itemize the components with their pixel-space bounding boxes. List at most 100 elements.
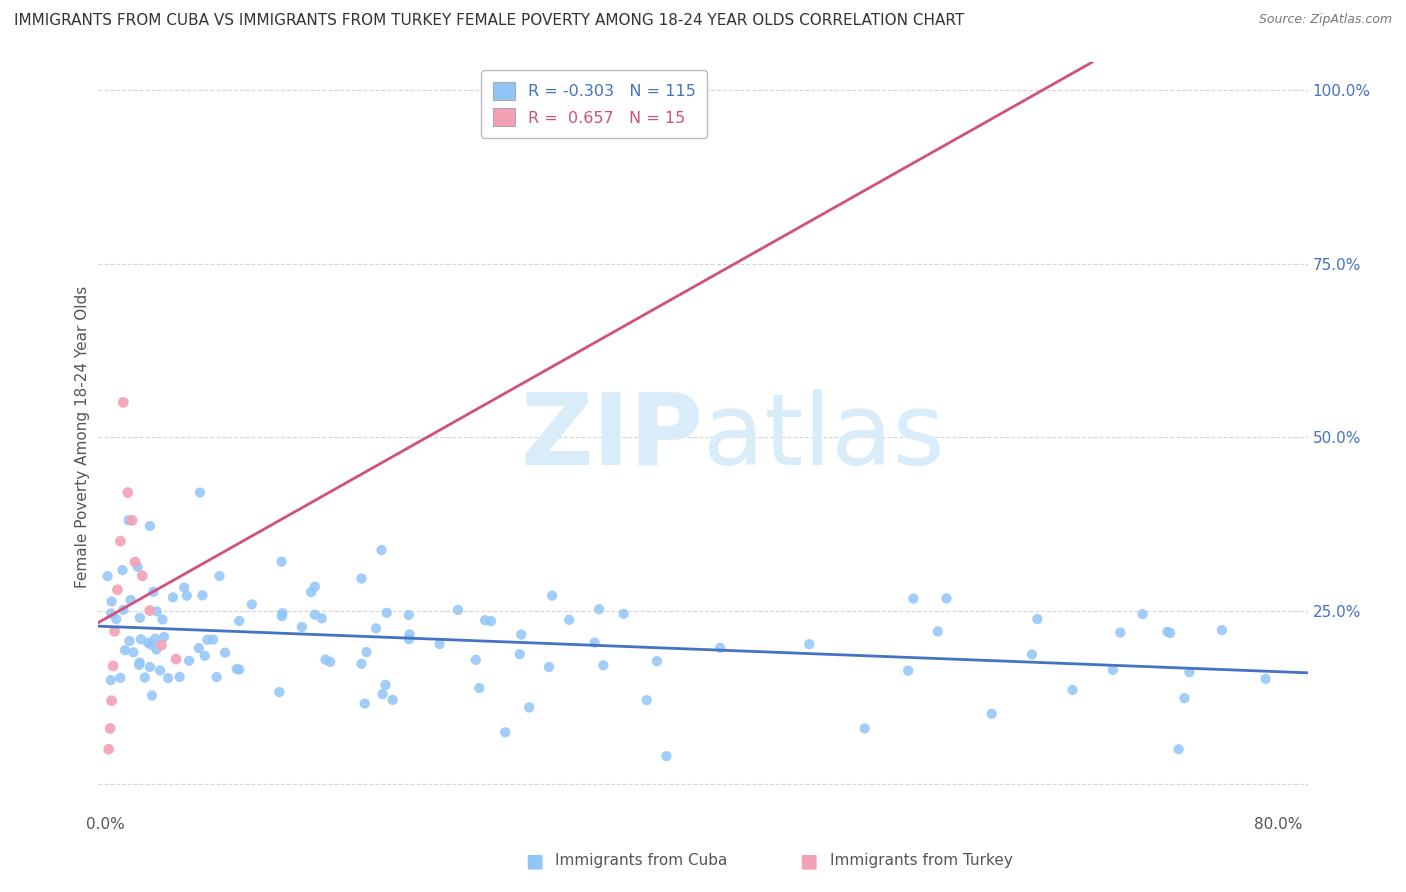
Point xyxy=(1062,682,1084,697)
Point xyxy=(370,543,392,558)
Point xyxy=(375,606,398,620)
Point xyxy=(1101,663,1123,677)
Point xyxy=(138,603,160,617)
Point xyxy=(131,569,153,583)
Point xyxy=(214,646,236,660)
Point xyxy=(165,652,187,666)
Point xyxy=(636,693,658,707)
Point xyxy=(897,664,920,678)
Point xyxy=(468,681,491,695)
Point xyxy=(927,624,949,639)
Point xyxy=(240,598,263,612)
Point xyxy=(319,655,342,669)
Point xyxy=(143,632,166,646)
Point xyxy=(100,694,122,708)
Point xyxy=(136,636,159,650)
Point xyxy=(112,395,135,409)
Point xyxy=(464,653,486,667)
Point xyxy=(110,671,132,685)
Point xyxy=(100,607,122,621)
Point xyxy=(139,638,162,652)
Point xyxy=(1156,624,1178,639)
Text: Immigrants from Cuba: Immigrants from Cuba xyxy=(555,854,728,868)
Point xyxy=(97,742,120,756)
Text: ZIP: ZIP xyxy=(520,389,703,485)
Point xyxy=(228,614,250,628)
Point xyxy=(1021,648,1043,662)
Point xyxy=(509,647,531,661)
Point xyxy=(270,555,292,569)
Point xyxy=(111,563,134,577)
Point xyxy=(903,591,925,606)
Point xyxy=(149,664,172,678)
Point xyxy=(118,634,141,648)
Text: IMMIGRANTS FROM CUBA VS IMMIGRANTS FROM TURKEY FEMALE POVERTY AMONG 18-24 YEAR O: IMMIGRANTS FROM CUBA VS IMMIGRANTS FROM … xyxy=(14,13,965,29)
Point xyxy=(191,588,214,602)
Point xyxy=(980,706,1002,721)
Point xyxy=(935,591,957,606)
Point xyxy=(127,560,149,574)
Point xyxy=(197,632,219,647)
Point xyxy=(150,638,173,652)
Point xyxy=(1173,691,1195,706)
Point xyxy=(583,635,606,649)
Point xyxy=(225,662,247,676)
Legend: R = -0.303   N = 115, R =  0.657   N = 15: R = -0.303 N = 115, R = 0.657 N = 15 xyxy=(481,70,707,137)
Point xyxy=(110,534,132,549)
Point xyxy=(592,658,614,673)
Point xyxy=(128,657,150,672)
Point xyxy=(474,613,496,627)
Point xyxy=(129,632,152,647)
Point xyxy=(128,611,150,625)
Point xyxy=(304,580,326,594)
Point xyxy=(157,671,180,685)
Point xyxy=(356,645,378,659)
Point xyxy=(1178,665,1201,680)
Point xyxy=(1211,623,1233,637)
Point xyxy=(447,603,470,617)
Point xyxy=(364,621,387,635)
Text: Source: ZipAtlas.com: Source: ZipAtlas.com xyxy=(1258,13,1392,27)
Point xyxy=(479,614,502,628)
Point xyxy=(152,613,174,627)
Point xyxy=(311,611,333,625)
Point xyxy=(613,607,636,621)
Point xyxy=(98,722,121,736)
Point xyxy=(121,513,143,527)
Text: ■: ■ xyxy=(524,851,544,871)
Text: ■: ■ xyxy=(799,851,818,871)
Point xyxy=(270,609,292,624)
Point xyxy=(398,627,420,641)
Point xyxy=(107,582,129,597)
Point xyxy=(429,637,451,651)
Point xyxy=(353,697,375,711)
Text: atlas: atlas xyxy=(703,389,945,485)
Point xyxy=(188,485,211,500)
Point xyxy=(173,581,195,595)
Point xyxy=(100,594,122,608)
Point xyxy=(145,642,167,657)
Point xyxy=(350,572,373,586)
Point xyxy=(853,722,876,736)
Point xyxy=(118,513,141,527)
Point xyxy=(299,585,322,599)
Point xyxy=(208,569,231,583)
Point xyxy=(655,749,678,764)
Point xyxy=(1132,607,1154,621)
Point xyxy=(177,654,200,668)
Point xyxy=(291,620,314,634)
Point xyxy=(169,670,191,684)
Point xyxy=(517,700,540,714)
Point xyxy=(1159,625,1181,640)
Point xyxy=(122,645,145,659)
Point xyxy=(381,693,404,707)
Point xyxy=(100,673,122,688)
Point xyxy=(1167,742,1189,756)
Point xyxy=(374,678,396,692)
Point xyxy=(141,689,163,703)
Point xyxy=(269,685,291,699)
Point xyxy=(271,607,294,621)
Y-axis label: Female Poverty Among 18-24 Year Olds: Female Poverty Among 18-24 Year Olds xyxy=(75,286,90,588)
Point xyxy=(202,632,225,647)
Point xyxy=(494,725,516,739)
